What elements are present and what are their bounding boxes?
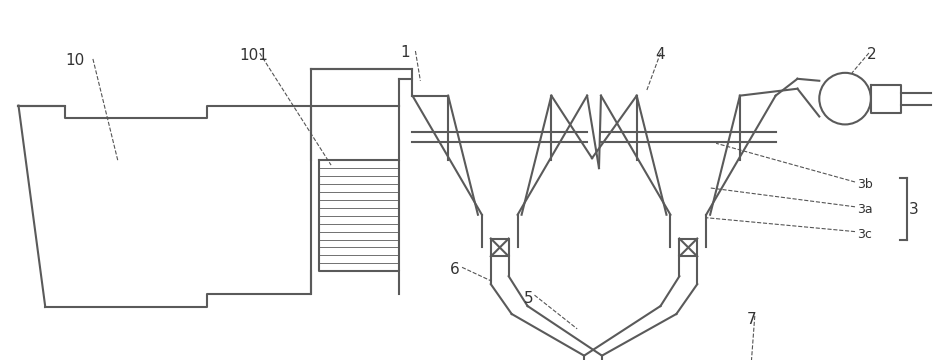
Text: 3a: 3a: [857, 203, 872, 216]
Text: 3c: 3c: [857, 228, 871, 241]
Text: 3b: 3b: [857, 178, 872, 191]
Text: 4: 4: [656, 47, 665, 62]
Text: 10: 10: [65, 53, 84, 68]
Text: 2: 2: [867, 47, 876, 62]
Text: 6: 6: [450, 262, 460, 277]
Text: 3: 3: [909, 202, 918, 217]
Text: 5: 5: [523, 291, 533, 306]
Text: 1: 1: [401, 45, 410, 60]
Text: 101: 101: [240, 48, 268, 63]
Text: 7: 7: [747, 312, 756, 327]
